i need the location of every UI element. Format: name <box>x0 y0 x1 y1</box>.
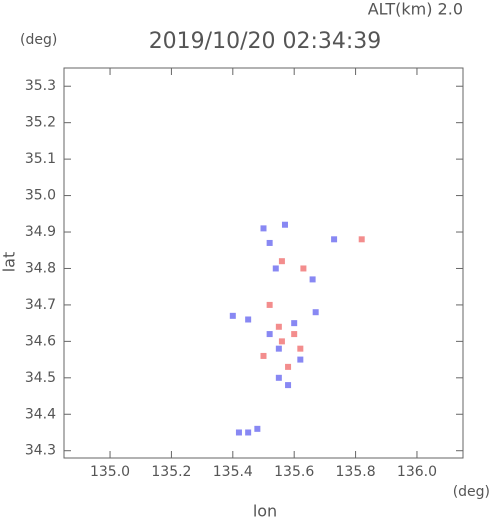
echo-point <box>275 323 282 330</box>
echo-point <box>358 236 365 243</box>
altitude-label: ALT(km) 2.0 <box>368 0 463 19</box>
x-tick-label: 135.8 <box>336 464 376 480</box>
echo-point <box>245 429 252 436</box>
y-tick-label: 35.2 <box>25 115 56 131</box>
x-unit: (deg) <box>453 484 490 500</box>
echo-point <box>291 320 298 327</box>
echo-point <box>297 356 304 363</box>
y-tick-label: 34.6 <box>25 333 56 349</box>
y-unit: (deg) <box>20 32 57 48</box>
echo-point <box>275 345 282 352</box>
echo-point <box>300 265 307 272</box>
echo-point <box>285 363 292 370</box>
echo-point <box>297 345 304 352</box>
chart-title: 2019/10/20 02:34:39 <box>149 29 382 54</box>
y-tick-label: 34.5 <box>25 370 56 386</box>
echo-point <box>254 425 261 432</box>
x-tick-label: 135.2 <box>151 464 191 480</box>
echo-point <box>245 316 252 323</box>
y-tick-label: 34.4 <box>25 406 56 422</box>
echo-point <box>260 352 267 359</box>
x-tick-label: 135.4 <box>213 464 253 480</box>
y-tick-label: 34.8 <box>25 260 56 276</box>
y-axis-label: lat <box>0 252 19 273</box>
echo-point <box>281 221 288 228</box>
echo-point <box>266 301 273 308</box>
plot-frame <box>63 67 464 459</box>
y-tick-label: 35.3 <box>25 78 56 94</box>
y-tick-label: 35.1 <box>25 151 56 167</box>
echo-point <box>272 265 279 272</box>
echo-point <box>229 312 236 319</box>
echo-point <box>266 239 273 246</box>
y-tick-label: 35.0 <box>25 188 56 204</box>
echo-point <box>260 225 267 232</box>
y-tick-label: 34.9 <box>25 224 56 240</box>
echo-point <box>278 258 285 265</box>
x-tick-label: 135.0 <box>90 464 130 480</box>
echo-point <box>291 331 298 338</box>
echo-point <box>278 338 285 345</box>
echo-point <box>331 236 338 243</box>
x-axis-label: lon <box>253 502 277 521</box>
echo-point <box>266 331 273 338</box>
echo-point <box>312 309 319 316</box>
y-tick-label: 34.7 <box>25 297 56 313</box>
x-tick-label: 135.6 <box>274 464 314 480</box>
echo-point <box>275 374 282 381</box>
y-tick-label: 34.3 <box>25 443 56 459</box>
echo-point <box>235 429 242 436</box>
x-tick-label: 136.0 <box>397 464 437 480</box>
echo-point <box>309 276 316 283</box>
echo-point <box>285 382 292 389</box>
